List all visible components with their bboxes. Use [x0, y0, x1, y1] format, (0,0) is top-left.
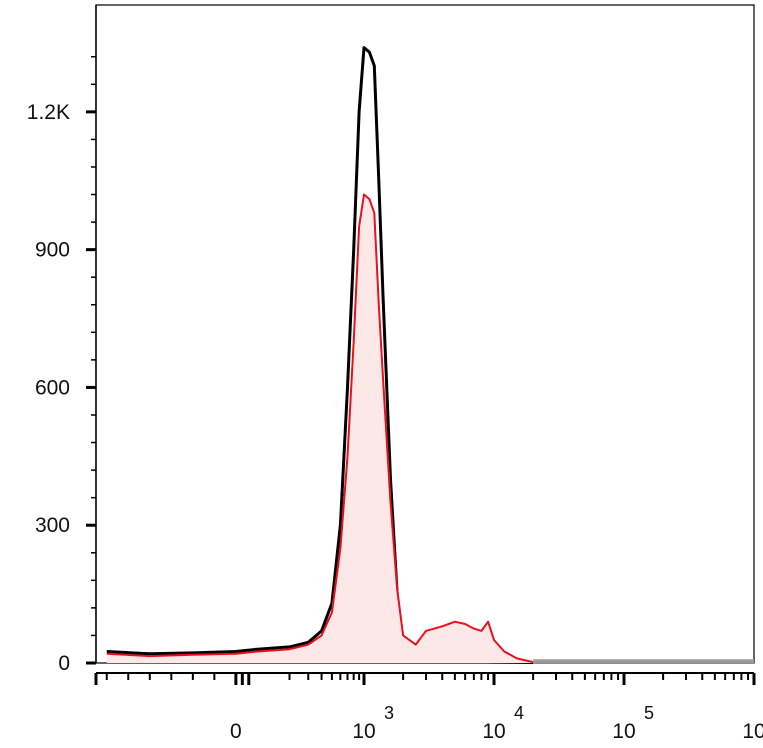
y-tick-label: 0 [58, 652, 70, 675]
y-axis: 0 300 600 900 1.2K [27, 5, 97, 675]
x-tick-label: 10 [482, 720, 505, 743]
plot-area [95, 4, 755, 664]
series-layer [106, 46, 754, 664]
x-tick-label: 10 [612, 720, 635, 743]
x-tick-label: 10 [352, 720, 375, 743]
y-tick-label: 900 [35, 239, 70, 262]
x-tick-exponent: 5 [644, 703, 654, 723]
y-tick-label: 1.2K [27, 101, 70, 124]
y-tick-label: 300 [35, 514, 70, 537]
series-1-line [106, 193, 534, 664]
x-tick-label: 10 [742, 720, 763, 743]
x-tick-exponent: 3 [384, 703, 394, 723]
y-tick-label: 600 [35, 376, 70, 399]
x-axis: 0103104105106 [94, 672, 763, 743]
x-tick-label: 0 [230, 720, 242, 743]
x-tick-exponent: 4 [514, 703, 524, 723]
